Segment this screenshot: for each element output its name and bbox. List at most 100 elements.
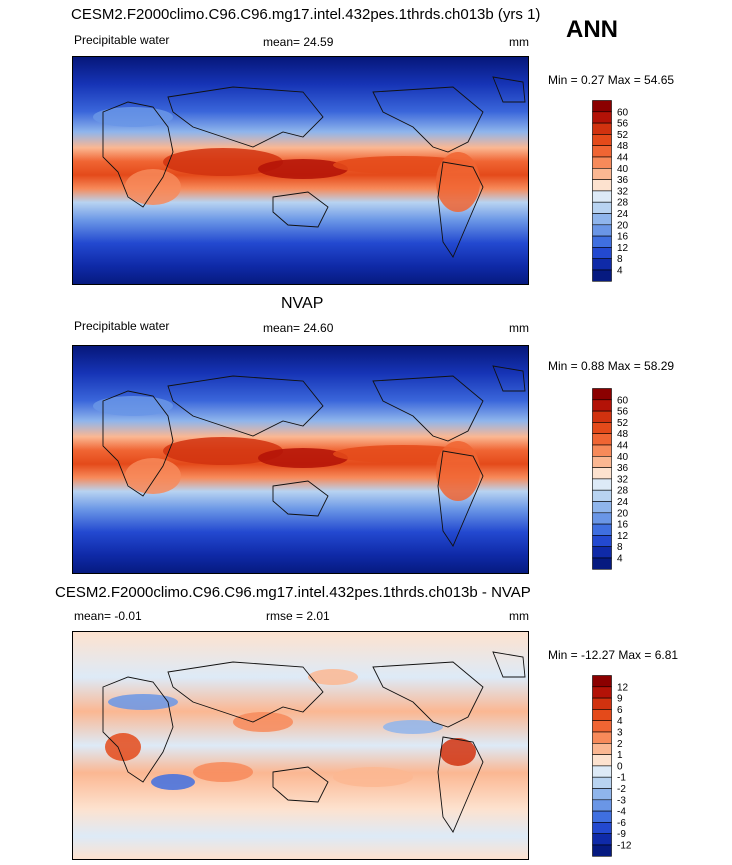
map-anomaly-region (193, 762, 253, 782)
colorbar-tick-label: 24 (617, 209, 629, 220)
coastline (437, 161, 484, 258)
map-anomaly-region (125, 169, 181, 205)
colorbar-swatch (592, 399, 612, 412)
colorbar-tick-label: 32 (617, 186, 629, 197)
panel2-units: mm (509, 321, 529, 335)
colorbar-swatch (592, 844, 612, 857)
map-anomaly-region (308, 669, 358, 685)
map-anomaly-region (163, 148, 283, 176)
colorbar-tick-label: -12 (617, 841, 632, 852)
map-anomaly-region (258, 159, 348, 179)
coastline (167, 375, 324, 437)
colorbar-tick-label: 44 (617, 153, 629, 164)
panel3-minmax: Min = -12.27 Max = 6.81 (548, 648, 679, 662)
panel2-map (72, 345, 529, 574)
colorbar-tick-label: 32 (617, 474, 629, 485)
coastline (372, 661, 484, 728)
colorbar-swatch (592, 224, 612, 237)
coastline (167, 661, 324, 723)
coastline (272, 480, 329, 517)
colorbar-tick-label: 40 (617, 164, 629, 175)
colorbar-tick-label: 36 (617, 463, 629, 474)
coastline (372, 86, 484, 153)
coastline (437, 736, 484, 833)
colorbar-swatch (592, 213, 612, 226)
panel3-title: CESM2.F2000climo.C96.C96.mg17.intel.432p… (55, 584, 531, 601)
map-anomaly-region (163, 437, 283, 465)
panel1-colorbar: 60 56 52 48 44 40 36 32 28 24 20 16 12 8 4 (592, 100, 672, 282)
colorbar-swatch (592, 444, 612, 457)
coastline (492, 365, 526, 392)
colorbar-swatch (592, 512, 612, 525)
map-anomaly-region (108, 694, 178, 710)
colorbar-tick-label: 24 (617, 497, 629, 508)
map-anomaly-region (125, 458, 181, 494)
coastline (102, 676, 174, 783)
map-anomaly-region (333, 767, 413, 787)
colorbar-swatch (592, 111, 612, 124)
colorbar-tick-label: 20 (617, 220, 629, 231)
colorbar-tick-label: 16 (617, 232, 629, 243)
colorbar-swatch (592, 190, 612, 203)
coastline (102, 101, 174, 208)
colorbar-tick-label: -2 (617, 784, 626, 795)
panel1-map (72, 56, 529, 285)
colorbar-swatch (592, 247, 612, 259)
colorbar-swatch (592, 799, 612, 812)
colorbar-swatch (592, 235, 612, 248)
coastline (492, 651, 526, 678)
colorbar-swatch (592, 675, 612, 688)
colorbar-swatch (592, 501, 612, 514)
map-anomaly-region (258, 448, 348, 468)
colorbar-swatch (592, 258, 612, 271)
colorbar-swatch (592, 134, 612, 147)
panel2-title: NVAP (281, 295, 324, 312)
map-anomaly-region (93, 396, 173, 416)
colorbar-tick-label: 4 (617, 266, 623, 277)
colorbar-swatch (592, 686, 612, 699)
season-label: ANN (566, 16, 618, 43)
colorbar-swatch (592, 422, 612, 435)
colorbar-swatch (592, 122, 612, 135)
coastline (492, 76, 526, 103)
colorbar-swatch (592, 489, 612, 502)
colorbar-swatch (592, 765, 612, 778)
colorbar-tick-label: 12 (617, 531, 629, 542)
map-anomaly-region (436, 441, 480, 501)
colorbar-swatch (592, 754, 612, 767)
colorbar-tick-label: 2 (617, 739, 623, 750)
map-anomaly-region (436, 152, 480, 212)
colorbar-swatch (592, 269, 612, 282)
colorbar-tick-label: 28 (617, 486, 629, 497)
colorbar-tick-label: 4 (617, 716, 623, 727)
coastline (272, 191, 329, 228)
colorbar-tick-label: -3 (617, 795, 626, 806)
colorbar-swatch (592, 833, 612, 846)
colorbar-tick-label: 20 (617, 508, 629, 519)
colorbar-tick-label: 52 (617, 418, 629, 429)
colorbar-tick-label: 40 (617, 452, 629, 463)
colorbar-tick-label: 4 (617, 554, 623, 565)
coastline (102, 390, 174, 497)
colorbar-swatch (592, 478, 612, 491)
colorbar-swatch (592, 145, 612, 158)
map-anomaly-region (151, 774, 195, 790)
map-anomaly-region (233, 712, 293, 732)
map-anomaly-region (440, 738, 476, 766)
colorbar-swatch (592, 388, 612, 401)
panel3-rmse: rmse = 2.01 (266, 609, 330, 623)
panel3-colorbar: 12 9 6 4 3 2 1 0 -1 -2 -3 -4 -6 -9 -12 (592, 675, 672, 857)
panel1-minmax: Min = 0.27 Max = 54.65 (548, 73, 675, 87)
colorbar-tick-label: 8 (617, 254, 623, 265)
coastline (437, 450, 484, 547)
colorbar-swatch (592, 709, 612, 722)
panel2-mean: mean= 24.60 (263, 321, 334, 335)
colorbar-tick-label: 28 (617, 198, 629, 209)
colorbar-tick-label: 48 (617, 141, 629, 152)
panel2-variable: Precipitable water (74, 319, 170, 333)
panel3-map (72, 631, 529, 860)
colorbar-tick-label: 56 (617, 407, 629, 418)
colorbar-swatch (592, 535, 612, 547)
colorbar-tick-label: 9 (617, 694, 623, 705)
map-anomaly-region (333, 445, 473, 463)
